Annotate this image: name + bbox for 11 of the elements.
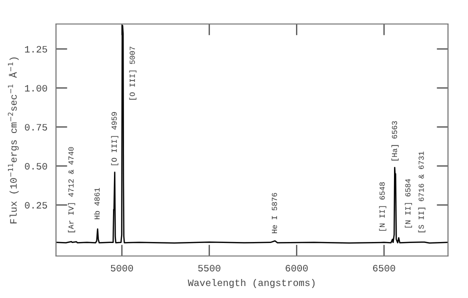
y-tick-label: 0.25	[24, 202, 48, 209]
y-tick-label: 1.00	[25, 84, 48, 92]
y-tick-label: 0.75	[24, 124, 48, 131]
x-tick-label: 6500	[373, 264, 396, 272]
x-tick-label: 5500	[198, 264, 220, 272]
y-tick-label: 1.25	[25, 46, 48, 53]
x-axis-title: Wavelength (angstroms)	[188, 278, 315, 288]
x-tick-label: 6000	[286, 264, 308, 272]
x-tick-label: 5000	[110, 264, 133, 272]
y-tick-label: 0.50	[24, 162, 48, 170]
text: Flux (10$^{−11}$ergs cm$^{−2}$sec$^{−1}$ Å$^{−1}$)	[8, 57, 19, 224]
